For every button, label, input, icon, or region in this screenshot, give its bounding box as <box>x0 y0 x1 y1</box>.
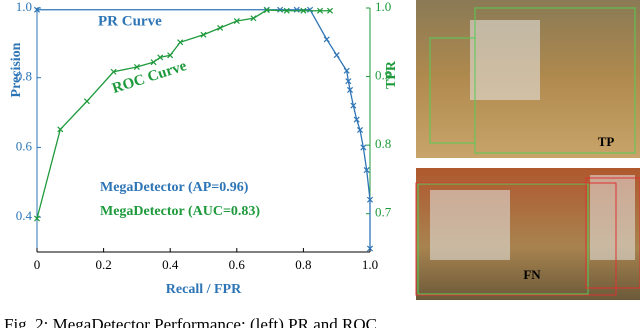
marker <box>167 52 174 59</box>
photo-label: FN <box>523 267 541 282</box>
marker <box>345 78 352 85</box>
photo-fn: FN <box>415 168 640 300</box>
marker <box>133 63 140 70</box>
marker <box>110 68 117 75</box>
marker <box>217 24 224 31</box>
marker <box>300 7 307 14</box>
photo-tp: TP <box>416 0 640 158</box>
legend-label: PR Curve <box>98 13 162 29</box>
y2-tick-label: 0.8 <box>375 136 391 151</box>
marker <box>33 215 41 222</box>
caption: Fig. 2: MegaDetector Performance: (left)… <box>4 315 377 328</box>
marker <box>233 18 240 25</box>
y-tick-label: 1.0 <box>16 0 32 14</box>
x-tick-label: 1.0 <box>362 257 378 272</box>
y2-axis-label: TPR <box>384 60 399 89</box>
photo-label: TP <box>598 134 615 149</box>
x-tick-label: 0 <box>34 257 41 272</box>
marker <box>277 6 284 13</box>
y-tick-label: 0.6 <box>16 138 33 153</box>
marker <box>360 144 367 151</box>
curve <box>36 9 331 219</box>
marker <box>350 102 357 109</box>
x-tick-label: 0.6 <box>229 257 246 272</box>
marker <box>157 54 164 61</box>
marker <box>366 245 374 252</box>
marker <box>200 31 207 38</box>
marker <box>150 59 157 66</box>
marker <box>307 6 314 13</box>
marker <box>57 126 64 133</box>
marker <box>346 86 354 93</box>
marker <box>250 15 257 22</box>
annotation: MegaDetector (AP=0.96) <box>100 180 249 195</box>
marker <box>327 7 334 14</box>
y-tick-label: 0.8 <box>16 69 32 84</box>
y2-tick-label: 0.7 <box>375 205 392 220</box>
annotation: MegaDetector (AUC=0.83) <box>100 204 260 219</box>
marker <box>353 116 360 123</box>
y-tick-label: 0.4 <box>16 208 33 223</box>
marker <box>343 67 350 74</box>
marker <box>293 6 300 13</box>
marker <box>363 167 370 174</box>
marker <box>333 52 340 59</box>
marker <box>263 7 270 14</box>
y2-tick-label: 0.9 <box>375 68 391 83</box>
x-tick-label: 0.8 <box>295 257 311 272</box>
marker <box>283 7 290 14</box>
marker <box>177 39 184 46</box>
y2-tick-label: 1.0 <box>375 0 391 14</box>
y-axis-label: Precision <box>9 42 24 97</box>
marker <box>33 6 41 13</box>
x-tick-label: 0.4 <box>162 257 179 272</box>
x-axis-label: Recall / FPR <box>166 282 242 297</box>
marker <box>83 98 90 105</box>
marker <box>356 126 364 134</box>
marker <box>317 7 324 14</box>
marker <box>366 196 374 203</box>
x-tick-label: 0.2 <box>95 257 111 272</box>
marker <box>323 36 330 43</box>
